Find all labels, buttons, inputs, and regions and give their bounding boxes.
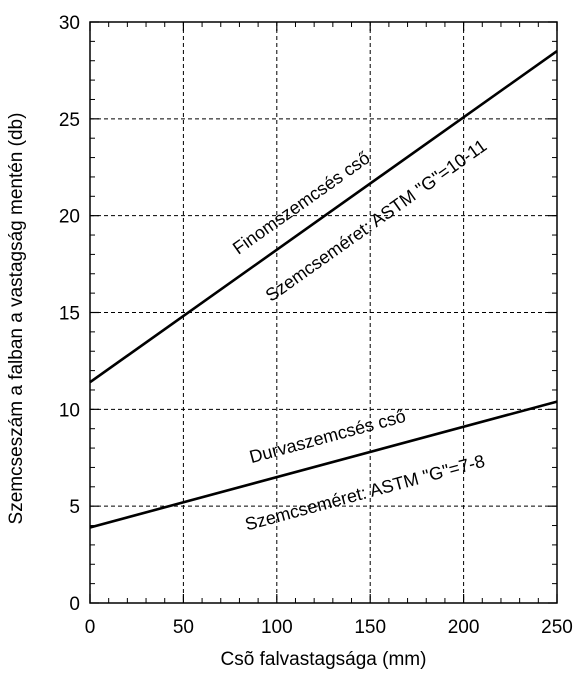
y-tick-label: 25 (59, 110, 80, 131)
ticks (89, 21, 558, 604)
grid (90, 22, 557, 603)
series-line-2 (89, 400, 558, 529)
x-tick-label: 0 (85, 617, 96, 638)
y-tick-label: 5 (69, 497, 80, 518)
annotation-label: Szemcseméret: ASTM "G"=7-8 (243, 451, 487, 535)
y-axis-title: Szemcseszám a falban a vastagság mentén … (6, 113, 27, 525)
x-tick-label: 250 (541, 617, 573, 638)
annotation-label: Szemcseméret: ASTM "G"=10-11 (262, 135, 491, 305)
x-axis-title: Csõ falvastagsága (mm) (221, 649, 427, 670)
x-tick-label: 100 (261, 617, 293, 638)
x-tick-label: 50 (173, 617, 194, 638)
annotation-label: Durvaszemcsés cső (247, 406, 408, 467)
y-tick-label: 0 (69, 594, 80, 615)
y-tick-label: 30 (59, 13, 80, 34)
y-tick-label: 20 (59, 207, 80, 228)
series-line-1 (89, 49, 558, 384)
series-lines (89, 49, 558, 529)
tick-labels: 0 50 100 150 200 250 0 5 10 15 20 25 30 (59, 13, 573, 638)
x-tick-label: 150 (354, 617, 386, 638)
x-tick-label: 200 (448, 617, 480, 638)
y-tick-label: 15 (59, 304, 80, 325)
y-tick-label: 10 (59, 400, 80, 421)
